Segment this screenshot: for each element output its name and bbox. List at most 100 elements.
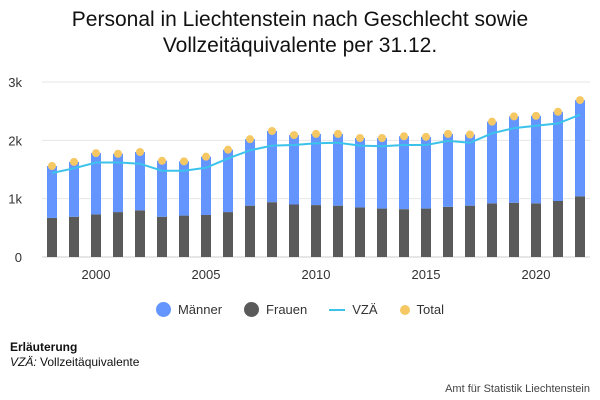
bar-maenner bbox=[399, 136, 409, 210]
bar-maenner bbox=[289, 135, 299, 205]
point-total bbox=[290, 131, 298, 140]
point-total bbox=[136, 148, 144, 156]
bar-maenner bbox=[135, 152, 145, 211]
bar-frauen bbox=[47, 217, 57, 257]
point-total bbox=[48, 162, 56, 170]
bar-maenner bbox=[377, 138, 387, 209]
bar-maenner bbox=[201, 156, 211, 215]
bar-frauen bbox=[289, 204, 299, 257]
point-total bbox=[378, 134, 386, 142]
bar-frauen bbox=[179, 215, 189, 257]
bar-frauen bbox=[355, 207, 365, 257]
legend-item-maenner[interactable]: Männer bbox=[155, 302, 223, 317]
legend-item-vza[interactable]: VZÄ bbox=[329, 302, 378, 317]
bar-maenner bbox=[575, 100, 585, 197]
bar-frauen bbox=[113, 212, 123, 257]
point-total bbox=[532, 111, 540, 120]
point-total bbox=[158, 156, 166, 165]
bar-frauen bbox=[465, 205, 475, 257]
point-total bbox=[268, 127, 276, 135]
bar-frauen bbox=[553, 201, 563, 257]
bar-frauen bbox=[157, 216, 167, 257]
bar-frauen bbox=[509, 202, 519, 257]
chart-legend: Männer Frauen VZÄ Total bbox=[0, 302, 600, 317]
chart-title-line-1: Personal in Liechtenstein nach Geschlech… bbox=[71, 8, 529, 31]
bar-frauen bbox=[487, 203, 497, 257]
point-total bbox=[246, 135, 254, 144]
bar-frauen bbox=[267, 202, 277, 257]
point-total bbox=[576, 96, 584, 105]
point-total bbox=[114, 149, 122, 158]
bar-frauen bbox=[575, 196, 585, 257]
chart-title-line-2: Vollzeitäquivalente per 31.12. bbox=[162, 34, 438, 57]
bar-maenner bbox=[531, 115, 541, 204]
point-total bbox=[334, 129, 342, 138]
bar-maenner bbox=[157, 160, 167, 217]
bar-frauen bbox=[531, 203, 541, 257]
note-text: VZÄ: Vollzeitäquivalente bbox=[10, 355, 139, 369]
bar-maenner bbox=[267, 131, 277, 203]
point-total bbox=[92, 149, 100, 158]
bar-maenner bbox=[179, 161, 189, 216]
point-total bbox=[70, 157, 78, 166]
legend-label-frauen: Frauen bbox=[266, 302, 308, 317]
bar-maenner bbox=[113, 153, 123, 213]
point-total bbox=[224, 145, 232, 154]
bar-frauen bbox=[69, 216, 79, 257]
note-definition: Vollzeitäquivalente bbox=[40, 355, 140, 369]
y-tick-label: 0 bbox=[15, 250, 22, 265]
bar-frauen bbox=[333, 205, 343, 257]
legend-label-total: Total bbox=[416, 302, 445, 317]
bar-frauen bbox=[311, 205, 321, 257]
bar-maenner bbox=[487, 121, 497, 204]
point-total bbox=[202, 152, 210, 161]
legend-swatch-maenner bbox=[155, 302, 171, 317]
bar-frauen bbox=[201, 215, 211, 257]
bar-maenner bbox=[509, 116, 519, 203]
bar-frauen bbox=[223, 212, 233, 257]
bar-maenner bbox=[91, 153, 101, 215]
point-total bbox=[180, 157, 188, 166]
x-tick-label: 2020 bbox=[522, 267, 551, 282]
point-total bbox=[422, 132, 430, 141]
chart-title: Personal in Liechtenstein nach Geschlech… bbox=[0, 7, 600, 59]
note-heading: Erläuterung bbox=[10, 340, 78, 354]
bar-maenner bbox=[245, 139, 255, 206]
bar-frauen bbox=[245, 205, 255, 257]
note-abbr: VZÄ: bbox=[10, 355, 37, 369]
legend-item-total[interactable]: Total bbox=[399, 302, 445, 317]
y-tick-label: 3k bbox=[8, 75, 22, 90]
legend-item-frauen[interactable]: Frauen bbox=[244, 302, 307, 317]
legend-line-vza bbox=[329, 308, 346, 311]
point-total bbox=[444, 129, 452, 138]
bar-maenner bbox=[553, 111, 563, 201]
bar-frauen bbox=[135, 210, 145, 257]
legend-label-maenner: Männer bbox=[177, 302, 223, 317]
x-tick-label: 2005 bbox=[192, 267, 221, 282]
point-total bbox=[356, 134, 364, 142]
x-tick-label: 2000 bbox=[82, 267, 111, 282]
legend-label-vza: VZÄ bbox=[352, 302, 378, 317]
bar-maenner bbox=[421, 136, 431, 209]
bar-maenner bbox=[223, 149, 233, 213]
bar-maenner bbox=[311, 133, 321, 206]
bar-maenner bbox=[333, 133, 343, 206]
bar-maenner bbox=[47, 166, 57, 218]
bar-maenner bbox=[355, 138, 365, 208]
x-tick-label: 2010 bbox=[302, 267, 331, 282]
bar-frauen bbox=[91, 214, 101, 257]
source-credit: Amt für Statistik Liechtenstein bbox=[445, 383, 590, 395]
bar-maenner bbox=[443, 133, 453, 207]
bar-frauen bbox=[399, 209, 409, 257]
point-total bbox=[400, 132, 408, 141]
bar-maenner bbox=[465, 134, 475, 206]
point-total bbox=[510, 112, 518, 121]
point-total bbox=[312, 129, 320, 138]
legend-dot-total bbox=[399, 304, 410, 315]
y-tick-label: 1k bbox=[8, 192, 22, 207]
point-total bbox=[488, 117, 496, 126]
legend-swatch-frauen bbox=[244, 302, 260, 317]
bar-frauen bbox=[443, 206, 453, 257]
point-total bbox=[554, 107, 562, 116]
